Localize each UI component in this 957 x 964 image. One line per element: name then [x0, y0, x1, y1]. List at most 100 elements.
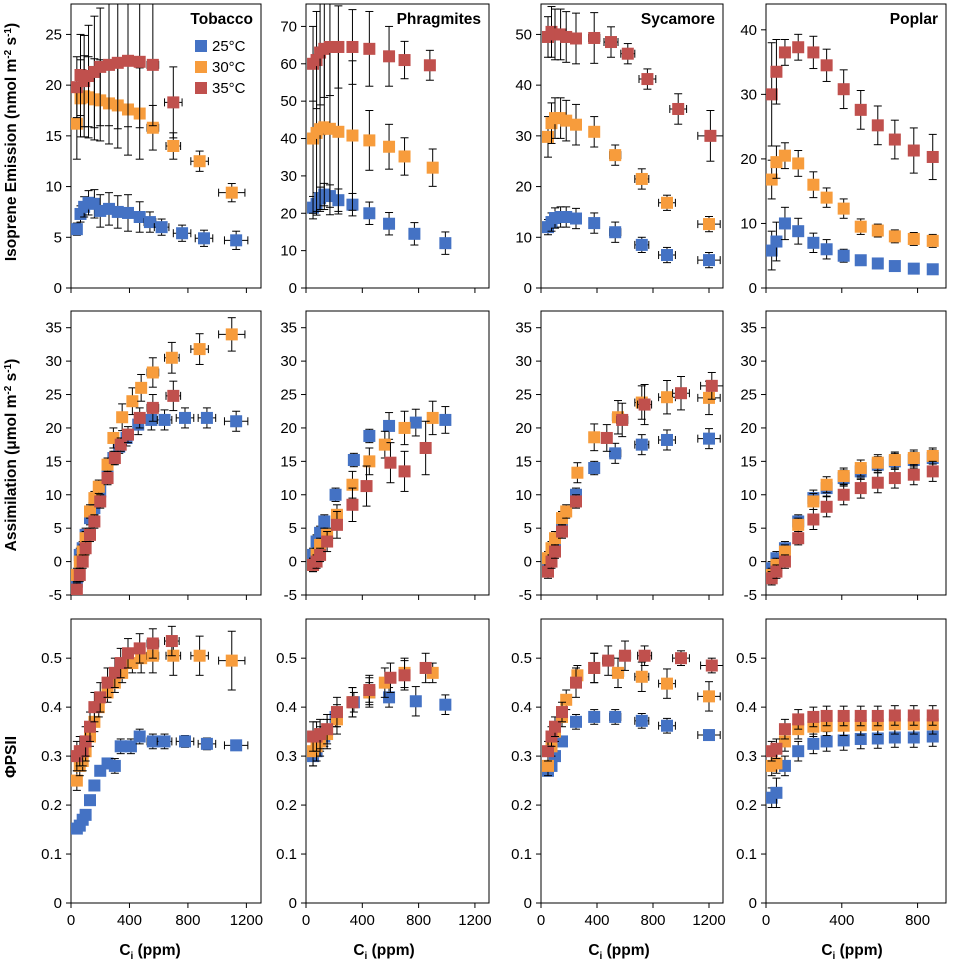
data-point	[641, 73, 654, 86]
data-point	[314, 548, 327, 561]
data-point	[409, 695, 422, 708]
y-tick-label: 25	[515, 387, 532, 404]
data-point	[225, 654, 238, 667]
panel-r1-c3: -5 0 5 10 15 20 25 30 35	[740, 310, 947, 604]
data-point	[363, 684, 376, 696]
data-point	[703, 432, 715, 445]
legend-swatch	[195, 82, 207, 94]
y-tick-label: 60	[280, 56, 297, 73]
data-point	[792, 518, 805, 531]
data-point	[871, 476, 884, 489]
panel-r1-c0: -5 0 5 10 15 20 25 30 35	[45, 310, 262, 604]
data-point	[193, 155, 206, 168]
data-point	[167, 140, 180, 152]
data-point	[854, 462, 867, 475]
data-point	[778, 46, 791, 59]
x-tick-label: 400	[829, 912, 854, 929]
data-point	[101, 472, 114, 485]
data-point	[133, 211, 146, 223]
y-tick-label: 10	[280, 243, 297, 260]
y-tick-label: 15	[45, 128, 62, 145]
data-point	[926, 465, 939, 478]
data-point	[704, 129, 717, 142]
y-tick-label: 0.4	[41, 699, 62, 716]
data-point	[346, 40, 359, 53]
y-tick-label: 5	[54, 520, 62, 537]
data-point	[167, 96, 180, 109]
data-point	[616, 413, 629, 426]
x-tick-label: 400	[350, 912, 375, 929]
data-point	[609, 710, 622, 723]
data-point	[792, 745, 805, 758]
x-tick-label: 800	[640, 912, 665, 929]
x-tick-label: 0	[537, 912, 545, 929]
data-point	[766, 244, 778, 257]
y-tick-label: 20	[280, 420, 297, 437]
x-axis-label-col-3: Ci (ppm)	[821, 942, 882, 962]
data-point	[556, 735, 568, 748]
y-tick-label: 30	[280, 353, 297, 370]
y-tick-label: 0	[749, 280, 757, 297]
y-tick-label: 15	[740, 453, 757, 470]
data-point	[807, 737, 820, 750]
data-point	[807, 513, 820, 526]
data-point	[871, 732, 884, 745]
x-axis-label-col-0: Ci (ppm)	[119, 942, 180, 962]
data-point	[94, 60, 107, 73]
x-axis-label-col-1: Ci (ppm)	[353, 942, 414, 962]
y-tick-label: 50	[515, 26, 532, 43]
data-point	[384, 671, 397, 684]
y-tick-label: 15	[45, 453, 62, 470]
data-point	[383, 419, 396, 432]
x-tick-label: 800	[905, 912, 930, 929]
plot-frame	[540, 618, 724, 904]
data-point	[926, 709, 939, 722]
y-tick-label: 20	[45, 420, 62, 437]
data-point	[820, 478, 833, 491]
data-point	[133, 642, 146, 655]
data-point	[661, 391, 673, 404]
y-tick-label: 0	[54, 280, 62, 297]
data-point	[133, 411, 146, 424]
data-point	[79, 808, 92, 821]
data-point	[165, 351, 178, 364]
data-point	[675, 652, 687, 665]
data-point	[888, 472, 901, 485]
data-point	[126, 395, 139, 408]
panels: 0510152025Tobacco25°C30°C35°C01020304050…	[41, 3, 947, 929]
data-point	[158, 735, 171, 748]
data-point	[703, 690, 715, 703]
y-tick-label: 10	[280, 487, 297, 504]
data-point	[792, 225, 805, 238]
y-tick-label: 25	[45, 26, 62, 43]
legend: 25°C 30°C 35°C	[195, 38, 246, 97]
series-35°C	[766, 705, 939, 762]
data-point	[122, 428, 134, 441]
data-point	[146, 401, 159, 414]
plot-frame	[540, 310, 724, 596]
data-point	[423, 59, 436, 72]
data-point	[661, 719, 673, 732]
y-tick-label: 0.3	[511, 748, 532, 765]
data-point	[560, 693, 573, 706]
data-point	[146, 735, 159, 748]
data-point	[84, 720, 96, 733]
data-point	[792, 532, 805, 545]
data-point	[108, 759, 121, 772]
y-tick-label: 0.5	[736, 650, 757, 667]
plot-area	[542, 640, 723, 777]
data-point	[837, 488, 850, 501]
y-tick-label: 0.3	[276, 748, 297, 765]
data-point	[321, 723, 334, 736]
data-point	[146, 637, 159, 650]
plot-area	[307, 400, 452, 573]
data-point	[143, 216, 156, 229]
plot-frame	[765, 618, 947, 904]
data-point	[635, 670, 648, 683]
data-point	[560, 211, 573, 223]
data-point	[332, 40, 345, 53]
data-point	[135, 381, 148, 394]
data-point	[71, 774, 83, 787]
plot-area	[766, 447, 939, 586]
